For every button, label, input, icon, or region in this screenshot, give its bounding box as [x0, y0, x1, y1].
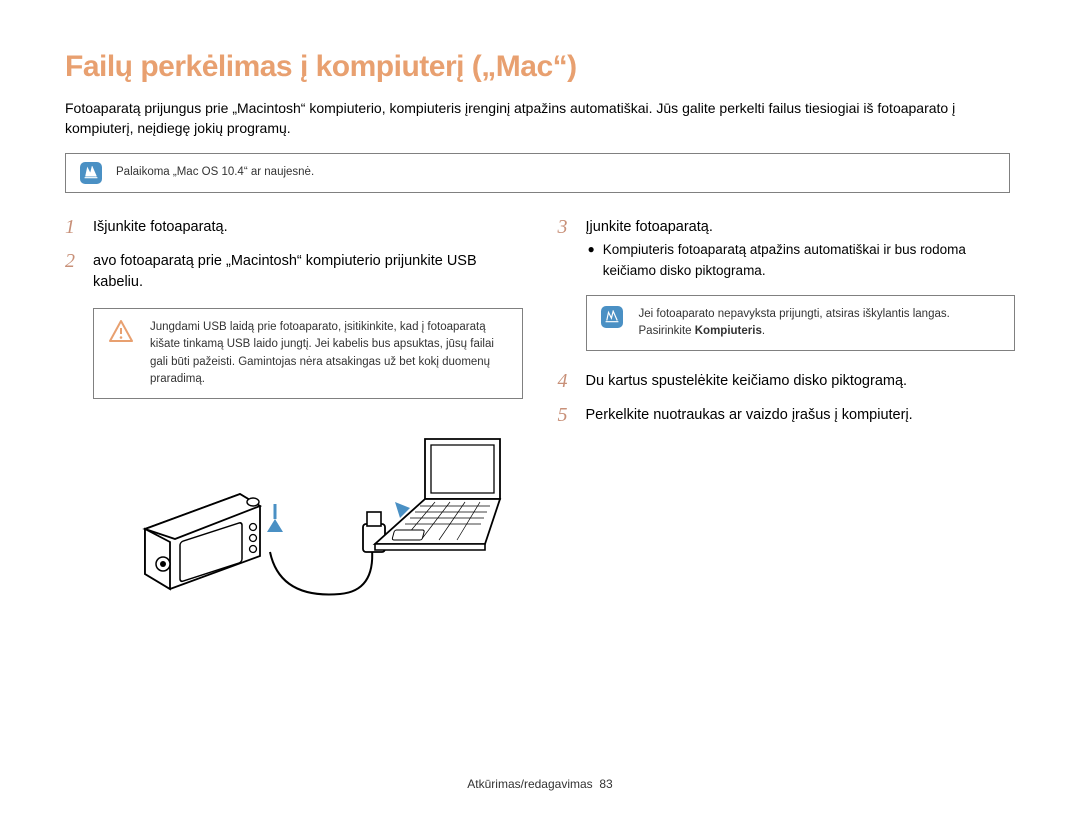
camera-drawing: [145, 494, 260, 589]
step-body-3: Įjunkite fotoaparatą. ● Kompiuteris foto…: [586, 215, 1016, 352]
step-4: 4 Du kartus spustelėkite keičiamo disko …: [558, 369, 1016, 393]
step-num-1: 1: [65, 215, 83, 239]
arrow-blue-left: [267, 519, 283, 532]
note-icon: [80, 162, 102, 184]
step-2: 2 avo fotoaparatą prie „Macintosh“ kompi…: [65, 249, 523, 295]
usb-cable: [270, 549, 372, 594]
note-icon: [601, 306, 623, 328]
step-body-2: avo fotoaparatą prie „Macintosh“ kompiut…: [93, 249, 523, 295]
step-3-note-box: Jei fotoaparato nepavyksta prijungti, at…: [586, 295, 1016, 352]
right-column: 3 Įjunkite fotoaparatą. ● Kompiuteris fo…: [558, 215, 1016, 620]
step-body-4: Du kartus spustelėkite keičiamo disko pi…: [586, 369, 1016, 393]
step-1: 1 Išjunkite fotoaparatą.: [65, 215, 523, 239]
step-num-3: 3: [558, 215, 576, 352]
columns: 1 Išjunkite fotoaparatą. 2 avo fotoapara…: [65, 215, 1015, 620]
footer-label: Atkūrimas/redagavimas: [467, 777, 592, 791]
warning-box: Jungdami USB laidą prie fotoaparato, įsi…: [93, 308, 523, 399]
warning-icon: [108, 319, 134, 343]
footer-page-number: 83: [599, 777, 612, 791]
intro-text: Fotoaparatą prijungus prie „Macintosh“ k…: [65, 98, 1015, 139]
step-num-5: 5: [558, 403, 576, 427]
top-note-box: Palaikoma „Mac OS 10.4“ ar naujesnė.: [65, 153, 1010, 193]
page-title: Failų perkėlimas į kompiuterį („Mac“): [65, 50, 1015, 84]
connection-illustration: [125, 424, 523, 619]
page-footer: Atkūrimas/redagavimas 83: [0, 777, 1080, 791]
step-body-1: Išjunkite fotoaparatą.: [93, 215, 523, 239]
step-3-bullet: ● Kompiuteris fotoaparatą atpažins autom…: [588, 240, 1016, 281]
left-column: 1 Išjunkite fotoaparatą. 2 avo fotoapara…: [65, 215, 523, 620]
step-body-5: Perkelkite nuotraukas ar vaizdo įrašus į…: [586, 403, 1016, 427]
bullet-dot: ●: [588, 240, 595, 281]
step-3-text: Įjunkite fotoaparatą.: [586, 219, 713, 235]
step-num-2: 2: [65, 249, 83, 295]
laptop-drawing: [375, 439, 500, 550]
step-3-note-text: Jei fotoaparato nepavyksta prijungti, at…: [639, 306, 1001, 341]
step-5: 5 Perkelkite nuotraukas ar vaizdo įrašus…: [558, 403, 1016, 427]
step-3: 3 Įjunkite fotoaparatą. ● Kompiuteris fo…: [558, 215, 1016, 352]
step-num-4: 4: [558, 369, 576, 393]
top-note-text: Palaikoma „Mac OS 10.4“ ar naujesnė.: [116, 164, 314, 181]
warning-text: Jungdami USB laidą prie fotoaparato, įsi…: [150, 319, 508, 388]
bullet-text: Kompiuteris fotoaparatą atpažins automat…: [603, 240, 1015, 281]
